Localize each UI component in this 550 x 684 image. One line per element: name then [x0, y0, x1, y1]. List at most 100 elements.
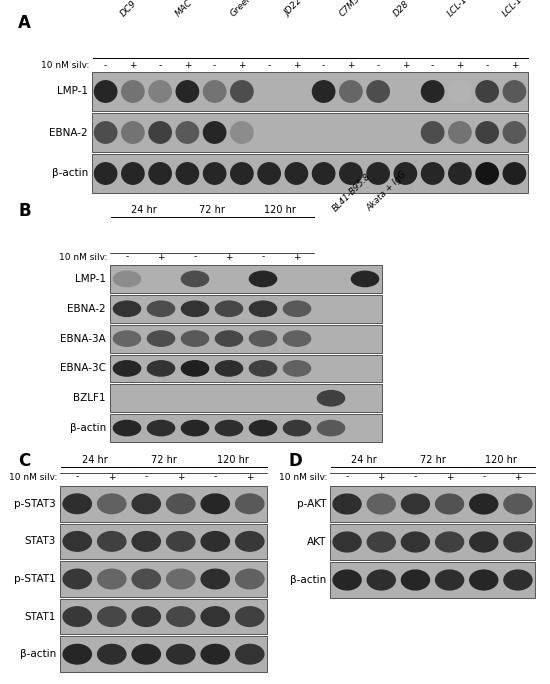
Ellipse shape	[216, 421, 243, 436]
Ellipse shape	[132, 607, 161, 627]
Bar	[110, 295, 382, 323]
Text: p-AKT: p-AKT	[296, 499, 326, 509]
Bar	[110, 265, 382, 293]
Ellipse shape	[504, 494, 532, 514]
Ellipse shape	[333, 570, 361, 590]
Text: -: -	[345, 473, 349, 482]
Text: 72 hr: 72 hr	[151, 455, 177, 465]
Ellipse shape	[167, 494, 195, 514]
Ellipse shape	[340, 163, 362, 184]
Ellipse shape	[95, 163, 117, 184]
Text: C7M3: C7M3	[337, 0, 362, 18]
Text: -: -	[486, 62, 489, 70]
Text: EBNA-2: EBNA-2	[67, 304, 106, 314]
Ellipse shape	[476, 122, 498, 143]
Text: +: +	[347, 62, 355, 70]
Ellipse shape	[436, 494, 464, 514]
Text: p-STAT3: p-STAT3	[14, 499, 56, 509]
Ellipse shape	[167, 607, 195, 627]
Ellipse shape	[312, 163, 335, 184]
Ellipse shape	[97, 531, 126, 551]
Text: +: +	[177, 473, 184, 482]
Ellipse shape	[235, 494, 264, 514]
Text: JD22: JD22	[283, 0, 304, 18]
Ellipse shape	[182, 360, 208, 376]
Text: DC9: DC9	[119, 0, 139, 18]
Bar	[110, 354, 382, 382]
Text: -: -	[322, 62, 325, 70]
Text: 120 hr: 120 hr	[217, 455, 249, 465]
Text: -: -	[261, 252, 265, 261]
Text: β-actin: β-actin	[52, 168, 88, 179]
Bar	[330, 524, 535, 560]
Ellipse shape	[201, 644, 229, 664]
Ellipse shape	[283, 421, 311, 436]
Ellipse shape	[204, 163, 226, 184]
Ellipse shape	[201, 531, 229, 551]
Ellipse shape	[63, 494, 91, 514]
Ellipse shape	[176, 163, 199, 184]
Ellipse shape	[147, 301, 174, 317]
Ellipse shape	[402, 570, 430, 590]
Bar	[110, 325, 382, 352]
Text: EBNA-3A: EBNA-3A	[60, 334, 106, 343]
Text: EBNA-3C: EBNA-3C	[60, 363, 106, 373]
Ellipse shape	[149, 81, 171, 102]
Text: 120 hr: 120 hr	[485, 455, 517, 465]
Text: -: -	[145, 473, 148, 482]
Text: C: C	[18, 452, 30, 470]
Text: 24 hr: 24 hr	[131, 205, 157, 215]
Text: LCL-147: LCL-147	[500, 0, 532, 18]
Ellipse shape	[402, 494, 430, 514]
Text: MAC: MAC	[174, 0, 194, 18]
Text: LMP-1: LMP-1	[57, 86, 88, 96]
Ellipse shape	[249, 360, 277, 376]
Ellipse shape	[249, 301, 277, 317]
Ellipse shape	[147, 421, 174, 436]
Ellipse shape	[449, 163, 471, 184]
Text: β-actin: β-actin	[20, 649, 56, 659]
Text: -: -	[125, 252, 129, 261]
Ellipse shape	[216, 301, 243, 317]
Text: +: +	[456, 62, 464, 70]
Ellipse shape	[235, 569, 264, 589]
Text: 72 hr: 72 hr	[199, 205, 225, 215]
Ellipse shape	[147, 360, 174, 376]
Ellipse shape	[258, 163, 280, 184]
Ellipse shape	[113, 272, 141, 287]
Bar	[60, 598, 267, 634]
Ellipse shape	[182, 301, 208, 317]
Ellipse shape	[367, 163, 389, 184]
Ellipse shape	[147, 331, 174, 346]
Text: -: -	[482, 473, 485, 482]
Ellipse shape	[470, 570, 498, 590]
Ellipse shape	[95, 122, 117, 143]
Text: STAT3: STAT3	[25, 536, 56, 547]
Ellipse shape	[182, 331, 208, 346]
Ellipse shape	[367, 494, 395, 514]
Ellipse shape	[449, 122, 471, 143]
Text: -: -	[431, 62, 434, 70]
Ellipse shape	[249, 331, 277, 346]
Bar	[60, 486, 267, 522]
Ellipse shape	[367, 532, 395, 552]
Ellipse shape	[230, 163, 253, 184]
Ellipse shape	[283, 301, 311, 317]
Ellipse shape	[113, 421, 141, 436]
Text: +: +	[226, 252, 233, 261]
Text: -: -	[158, 62, 162, 70]
Text: β-actin: β-actin	[70, 423, 106, 433]
Text: 10 nM silv:: 10 nM silv:	[9, 473, 57, 482]
Text: BZLF1: BZLF1	[74, 393, 106, 404]
Ellipse shape	[436, 532, 464, 552]
Ellipse shape	[333, 494, 361, 514]
Bar	[92, 154, 528, 193]
Text: +: +	[184, 62, 191, 70]
Ellipse shape	[421, 163, 444, 184]
Ellipse shape	[470, 494, 498, 514]
Ellipse shape	[149, 122, 171, 143]
Ellipse shape	[235, 531, 264, 551]
Ellipse shape	[285, 163, 307, 184]
Ellipse shape	[235, 607, 264, 627]
Ellipse shape	[476, 81, 498, 102]
